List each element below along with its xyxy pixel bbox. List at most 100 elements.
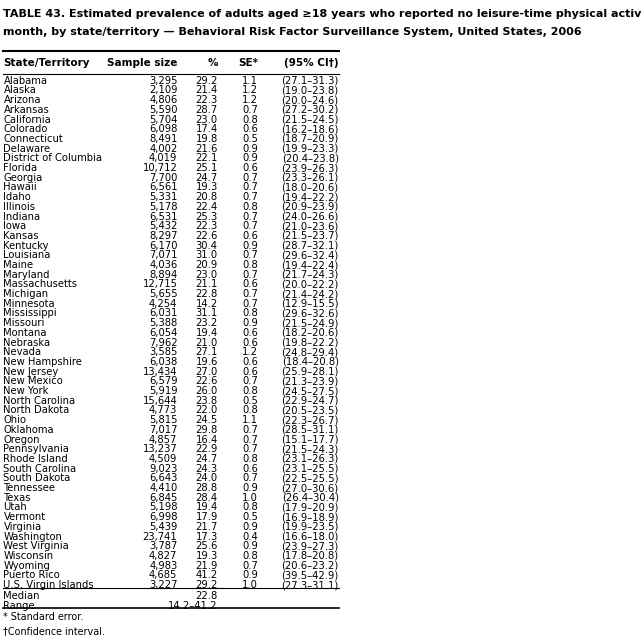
Text: 0.5: 0.5 [242, 512, 258, 522]
Text: month, by state/territory — Behavioral Risk Factor Surveillance System, United S: month, by state/territory — Behavioral R… [3, 27, 582, 37]
Text: (26.4–30.4): (26.4–30.4) [281, 493, 338, 503]
Text: 5,655: 5,655 [149, 289, 178, 299]
Text: 22.8: 22.8 [196, 289, 218, 299]
Text: Connecticut: Connecticut [3, 134, 63, 144]
Text: 21.0: 21.0 [196, 338, 218, 348]
Text: 21.6: 21.6 [196, 144, 218, 154]
Text: (22.3–26.7): (22.3–26.7) [281, 415, 338, 425]
Text: (25.9–28.1): (25.9–28.1) [281, 367, 338, 377]
Text: (20.4–23.8): (20.4–23.8) [281, 153, 338, 163]
Text: 0.9: 0.9 [242, 522, 258, 532]
Text: (23.9–27.3): (23.9–27.3) [281, 541, 338, 551]
Text: 23.0: 23.0 [196, 270, 218, 280]
Text: 0.4: 0.4 [242, 532, 258, 542]
Text: 0.6: 0.6 [242, 279, 258, 289]
Text: (15.1–17.7): (15.1–17.7) [281, 434, 338, 445]
Text: 0.7: 0.7 [242, 105, 258, 115]
Text: New Jersey: New Jersey [3, 367, 59, 377]
Text: 41.2: 41.2 [196, 570, 218, 581]
Text: 19.3: 19.3 [196, 183, 218, 193]
Text: 27.0: 27.0 [196, 367, 218, 377]
Text: 8,297: 8,297 [149, 231, 178, 241]
Text: Puerto Rico: Puerto Rico [3, 570, 60, 581]
Text: 0.8: 0.8 [242, 260, 258, 270]
Text: (18.0–20.6): (18.0–20.6) [281, 183, 338, 193]
Text: Minnesota: Minnesota [3, 299, 55, 309]
Text: 1.1: 1.1 [242, 415, 258, 425]
Text: 3,585: 3,585 [149, 347, 178, 357]
Text: 19.4: 19.4 [196, 502, 218, 513]
Text: (18.2–20.6): (18.2–20.6) [281, 328, 338, 338]
Text: Oklahoma: Oklahoma [3, 425, 54, 435]
Text: 21.1: 21.1 [196, 279, 218, 289]
Text: 24.7: 24.7 [196, 454, 218, 464]
Text: Ohio: Ohio [3, 415, 26, 425]
Text: Delaware: Delaware [3, 144, 51, 154]
Text: 4,857: 4,857 [149, 434, 178, 445]
Text: 5,704: 5,704 [149, 114, 178, 125]
Text: 5,815: 5,815 [149, 415, 178, 425]
Text: 0.8: 0.8 [242, 308, 258, 319]
Text: 7,700: 7,700 [149, 173, 178, 183]
Text: 1.2: 1.2 [242, 95, 258, 105]
Text: 24.0: 24.0 [196, 473, 218, 483]
Text: 4,509: 4,509 [149, 454, 178, 464]
Text: Arizona: Arizona [3, 95, 41, 105]
Text: (21.5–24.9): (21.5–24.9) [281, 318, 338, 328]
Text: 13,237: 13,237 [143, 445, 178, 454]
Text: Nevada: Nevada [3, 347, 42, 357]
Text: 5,432: 5,432 [149, 221, 178, 232]
Text: (23.1–26.3): (23.1–26.3) [281, 454, 338, 464]
Text: (22.5–25.5): (22.5–25.5) [281, 473, 338, 483]
Text: 0.7: 0.7 [242, 445, 258, 454]
Text: 0.8: 0.8 [242, 386, 258, 396]
Text: 0.7: 0.7 [242, 192, 258, 202]
Text: 17.4: 17.4 [196, 124, 218, 134]
Text: (18.4–20.8): (18.4–20.8) [281, 357, 338, 367]
Text: 0.9: 0.9 [242, 570, 258, 581]
Text: (21.5–24.5): (21.5–24.5) [281, 114, 338, 125]
Text: 0.8: 0.8 [242, 114, 258, 125]
Text: 7,962: 7,962 [149, 338, 178, 348]
Text: 22.3: 22.3 [196, 221, 218, 232]
Text: 0.8: 0.8 [242, 502, 258, 513]
Text: Texas: Texas [3, 493, 31, 503]
Text: Idaho: Idaho [3, 192, 31, 202]
Text: 25.3: 25.3 [196, 212, 218, 221]
Text: 29.2: 29.2 [196, 580, 218, 590]
Text: 3,295: 3,295 [149, 76, 178, 86]
Text: 0.7: 0.7 [242, 270, 258, 280]
Text: 22.0: 22.0 [196, 406, 218, 415]
Text: (20.0–24.6): (20.0–24.6) [281, 95, 338, 105]
Text: 6,579: 6,579 [149, 377, 178, 387]
Text: 0.7: 0.7 [242, 434, 258, 445]
Text: Michigan: Michigan [3, 289, 49, 299]
Text: 1.2: 1.2 [242, 85, 258, 95]
Text: Vermont: Vermont [3, 512, 46, 522]
Text: 10,712: 10,712 [142, 163, 178, 173]
Text: 5,590: 5,590 [149, 105, 178, 115]
Text: Illinois: Illinois [3, 202, 35, 212]
Text: (21.0–23.6): (21.0–23.6) [281, 221, 338, 232]
Text: Georgia: Georgia [3, 173, 43, 183]
Text: 4,036: 4,036 [149, 260, 178, 270]
Text: 0.9: 0.9 [242, 483, 258, 493]
Text: 0.7: 0.7 [242, 173, 258, 183]
Text: 0.6: 0.6 [242, 163, 258, 173]
Text: (28.5–31.1): (28.5–31.1) [281, 425, 338, 435]
Text: 25.6: 25.6 [196, 541, 218, 551]
Text: (23.9–26.3): (23.9–26.3) [281, 163, 338, 173]
Text: 24.3: 24.3 [196, 464, 218, 474]
Text: 0.7: 0.7 [242, 377, 258, 387]
Text: Indiana: Indiana [3, 212, 40, 221]
Text: 27.1: 27.1 [196, 347, 218, 357]
Text: 0.7: 0.7 [242, 299, 258, 309]
Text: 0.8: 0.8 [242, 551, 258, 561]
Text: 4,254: 4,254 [149, 299, 178, 309]
Text: 22.6: 22.6 [196, 231, 218, 241]
Text: Range: Range [3, 601, 35, 611]
Text: (23.1–25.5): (23.1–25.5) [281, 464, 338, 474]
Text: 7,017: 7,017 [149, 425, 178, 435]
Text: (29.6–32.6): (29.6–32.6) [281, 308, 338, 319]
Text: 0.8: 0.8 [242, 406, 258, 415]
